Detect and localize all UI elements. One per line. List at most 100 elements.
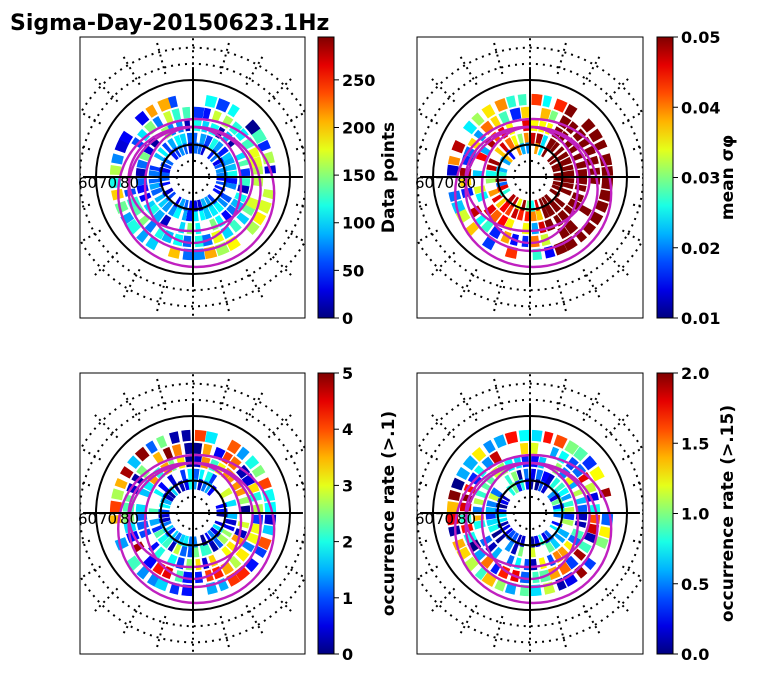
bin-cell [578, 136, 592, 149]
bin-cell [154, 226, 167, 240]
colorbar: 0.0 0.5 1.0 1.5 2.0 occurrence rate (>.15) [656, 364, 738, 664]
bin-cell [220, 560, 234, 576]
colorbar: 0.01 0.02 0.03 0.04 0.05 mean σφ [656, 28, 738, 328]
bin-cell [563, 219, 579, 235]
bin-cell [552, 503, 565, 510]
latitude-label: 80 [120, 510, 139, 528]
bin-cell [148, 170, 161, 177]
bin-cell [127, 455, 142, 470]
bin-cell [535, 133, 544, 146]
bin-cell [200, 480, 209, 492]
bin-cell [549, 492, 561, 503]
bin-cell [168, 486, 179, 497]
bin-cell [167, 204, 178, 217]
bin-cell [166, 553, 178, 567]
bin-cell [505, 529, 517, 541]
bin-cell [494, 578, 507, 592]
bin-cell [531, 93, 543, 106]
bin-cell [161, 142, 173, 154]
bin-cell [549, 188, 561, 198]
bin-cell [481, 104, 496, 119]
bin-cell [159, 214, 172, 228]
bin-cell [215, 98, 231, 113]
bin-cell [173, 542, 182, 555]
colorbar-tick-label: 3 [342, 476, 353, 495]
mlt-tick [582, 53, 602, 86]
bin-cell [456, 546, 471, 561]
bin-cell [221, 546, 233, 559]
bin-cell [167, 245, 181, 259]
bin-cell [226, 572, 241, 587]
bin-cell [516, 208, 525, 221]
colorbar-tick-label: 0.0 [681, 645, 709, 664]
mlt-tick [604, 251, 632, 279]
bin-cell [479, 480, 492, 492]
bin-cell [489, 451, 503, 465]
bin-cell [549, 524, 561, 533]
bin-cell [137, 128, 151, 142]
bin-cell [574, 160, 587, 170]
bin-cell [173, 146, 182, 158]
bin-cell [540, 107, 552, 121]
bin-cell [506, 485, 516, 497]
bin-cell [598, 526, 612, 539]
bin-cell [486, 164, 499, 172]
bin-cell [214, 241, 230, 257]
bin-cell [219, 192, 233, 204]
bin-cell [236, 159, 249, 168]
bin-cell [544, 540, 556, 553]
panel-frame [79, 36, 306, 319]
bin-cell [169, 530, 179, 541]
bin-cell [504, 137, 516, 150]
bin-cell [518, 429, 530, 442]
bin-cell [562, 170, 575, 177]
bin-cell [517, 94, 527, 106]
bin-cell [226, 541, 239, 553]
bin-cell [601, 177, 614, 190]
bin-cell [216, 146, 229, 158]
bin-cell [563, 137, 576, 150]
bin-cell [212, 523, 224, 533]
bin-cell [571, 152, 584, 162]
bin-cell [139, 151, 152, 162]
bin-cell [463, 484, 477, 494]
lat-circle-dotted [417, 382, 643, 644]
bin-cell [177, 198, 186, 210]
bin-cell [226, 439, 242, 455]
oval-boundaries [116, 453, 276, 605]
bin-cell [158, 502, 171, 509]
bin-cell [589, 466, 605, 482]
bin-cell [563, 540, 576, 553]
bin-cell [490, 561, 502, 575]
mlt-tick [80, 145, 91, 151]
bin-cell [553, 482, 566, 493]
bin-cell [535, 469, 544, 482]
lat-grid [80, 37, 305, 318]
mlt-tick [458, 268, 478, 301]
bin-cell [178, 221, 186, 234]
bin-cell [504, 581, 517, 595]
bin-cell [564, 103, 578, 118]
bin-cell [542, 431, 554, 444]
colorbar-tick-label: 0 [342, 645, 353, 664]
bin-cell [474, 213, 488, 226]
bin-cell [554, 533, 566, 544]
bin-cell [136, 184, 149, 194]
mlt-tick [604, 75, 632, 103]
bin-cell [565, 555, 579, 570]
map-area [80, 373, 305, 654]
bin-cell [504, 540, 515, 553]
bin-cell [204, 94, 218, 109]
mlt-tick [417, 565, 439, 580]
bin-cell [555, 577, 567, 591]
bin-cell [201, 557, 210, 570]
bin-cell [551, 520, 563, 528]
bin-cell [182, 535, 190, 548]
bin-cell [578, 204, 592, 217]
colorbar-tick-label: 5 [342, 364, 353, 383]
colorbar-tick-label: 0.5 [681, 575, 709, 594]
bin-cell [491, 529, 503, 539]
bin-cell [207, 193, 218, 205]
bin-cell [146, 473, 160, 486]
